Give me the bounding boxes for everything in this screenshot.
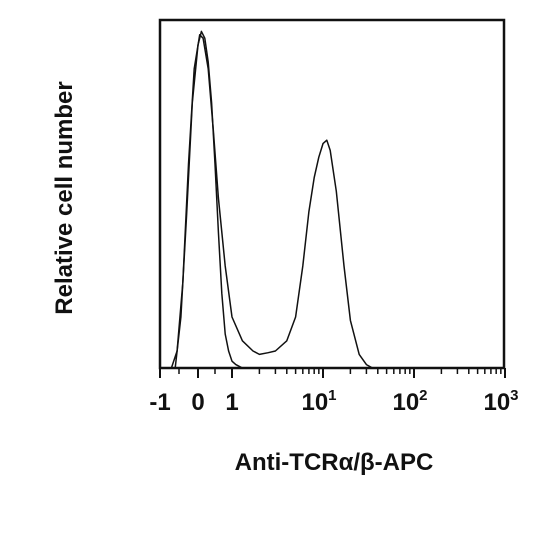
- x-tick-label: 0: [191, 389, 204, 416]
- x-minor-ticks: [178, 368, 502, 374]
- x-axis-title: Anti-TCRα/β-APC: [235, 449, 434, 476]
- x-tick-exponent: 2: [419, 387, 427, 404]
- plot-frame: [158, 18, 506, 370]
- histogram-series-2: [170, 34, 373, 369]
- x-tick-exponent: 1: [328, 387, 336, 404]
- x-tick-labels: -1 0 1 101 102 103: [149, 387, 518, 416]
- x-tick-label: -1: [149, 389, 170, 416]
- x-major-ticks: [159, 368, 506, 378]
- histogram-series: [170, 30, 373, 369]
- y-axis-title: Relative cell number: [51, 81, 78, 314]
- x-tick-label: 102: [392, 387, 427, 416]
- x-tick-label: 1: [225, 389, 238, 416]
- x-tick-label: 101: [301, 387, 336, 416]
- x-tick-exponent: 3: [510, 387, 518, 404]
- x-tick-label: 103: [483, 387, 518, 416]
